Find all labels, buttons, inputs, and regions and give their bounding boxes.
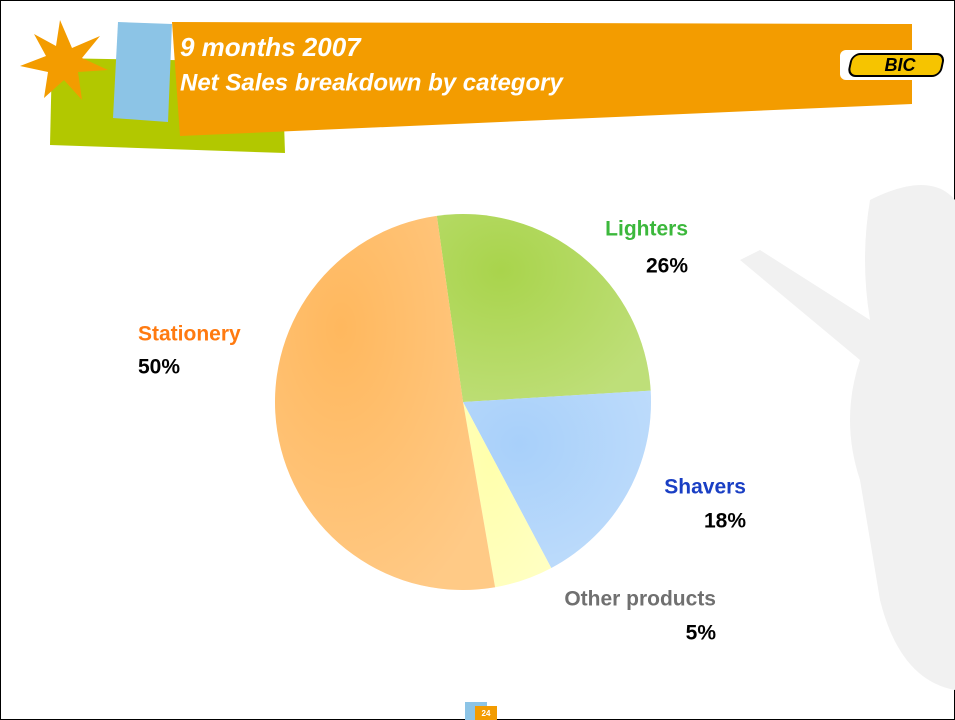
logo: BIC xyxy=(885,55,917,75)
slice-value-label: 50% xyxy=(138,356,180,379)
slice-label: Stationery xyxy=(138,323,241,346)
page-number: 24 xyxy=(482,709,491,718)
slice-label: Other products xyxy=(564,588,716,611)
slice-value-label: 5% xyxy=(686,622,717,645)
slice-label: Shavers xyxy=(664,476,746,499)
chart-subtitle: Net Sales breakdown by category xyxy=(180,69,564,96)
slice-value-label: 26% xyxy=(646,255,688,278)
slice-shine xyxy=(274,215,496,591)
chart-title: 9 months 2007 xyxy=(180,32,362,62)
decoration xyxy=(20,20,955,720)
slice-shine xyxy=(463,390,651,568)
slice-shine xyxy=(463,402,552,588)
slice-label: Lighters xyxy=(605,218,688,241)
slice-value-label: 18% xyxy=(704,510,746,533)
slice-shine xyxy=(436,214,651,402)
